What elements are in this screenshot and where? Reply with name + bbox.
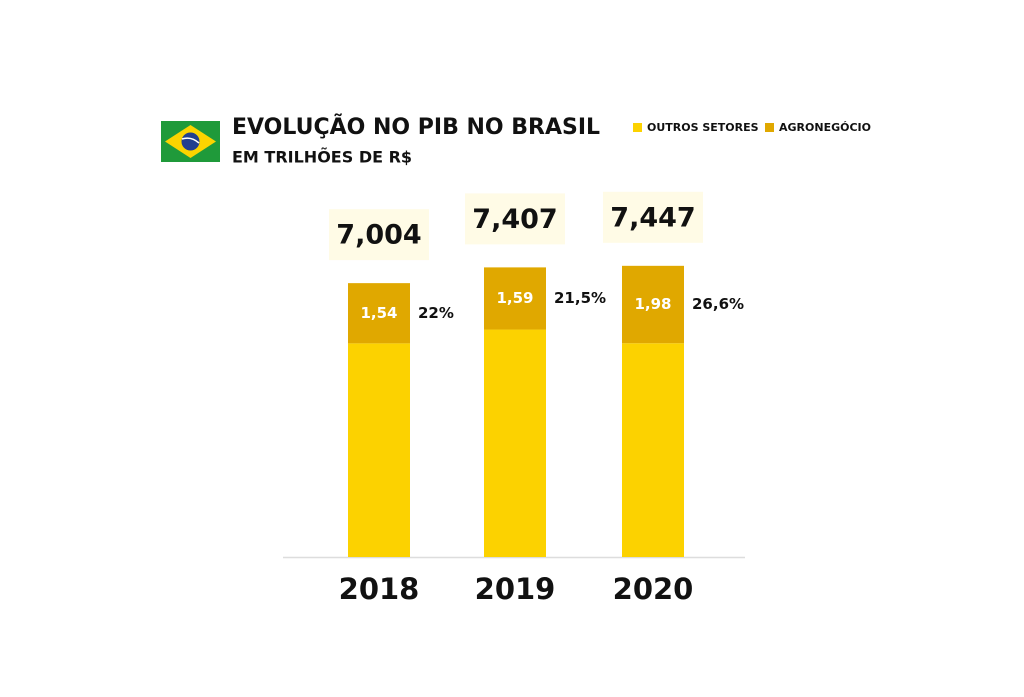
legend-swatch: [633, 123, 642, 132]
chart-title: EVOLUÇÃO NO PIB NO BRASIL: [232, 114, 600, 140]
legend-swatch: [765, 123, 774, 132]
bar-segment: [484, 267, 546, 330]
legend-label: OUTROS SETORES: [647, 121, 759, 134]
total-box: [329, 209, 429, 261]
bar-segment: [622, 265, 684, 344]
total-box: [603, 191, 703, 243]
segment-label: 1,54: [360, 304, 397, 322]
share-label: 21,5%: [554, 289, 606, 307]
bar-segment: [622, 343, 684, 557]
x-tick-label: 2018: [339, 572, 420, 606]
bar-segment: [348, 343, 410, 557]
total-label: 7,447: [610, 202, 695, 233]
legend-label: AGRONEGÓCIO: [779, 121, 871, 134]
segment-label: 1,98: [634, 295, 671, 313]
segment-label: 1,59: [496, 289, 533, 307]
x-tick-label: 2019: [475, 572, 556, 606]
share-label: 22%: [418, 304, 454, 322]
flag: [161, 121, 220, 162]
chart-subtitle: EM TRILHÕES DE R$: [232, 148, 412, 167]
total-label: 7,407: [472, 204, 557, 235]
share-label: 26,6%: [692, 295, 744, 313]
x-tick-label: 2020: [613, 572, 694, 606]
total-label: 7,004: [336, 220, 421, 251]
total-box: [465, 193, 565, 245]
bar-segment: [348, 283, 410, 344]
bar-segment: [484, 329, 546, 557]
